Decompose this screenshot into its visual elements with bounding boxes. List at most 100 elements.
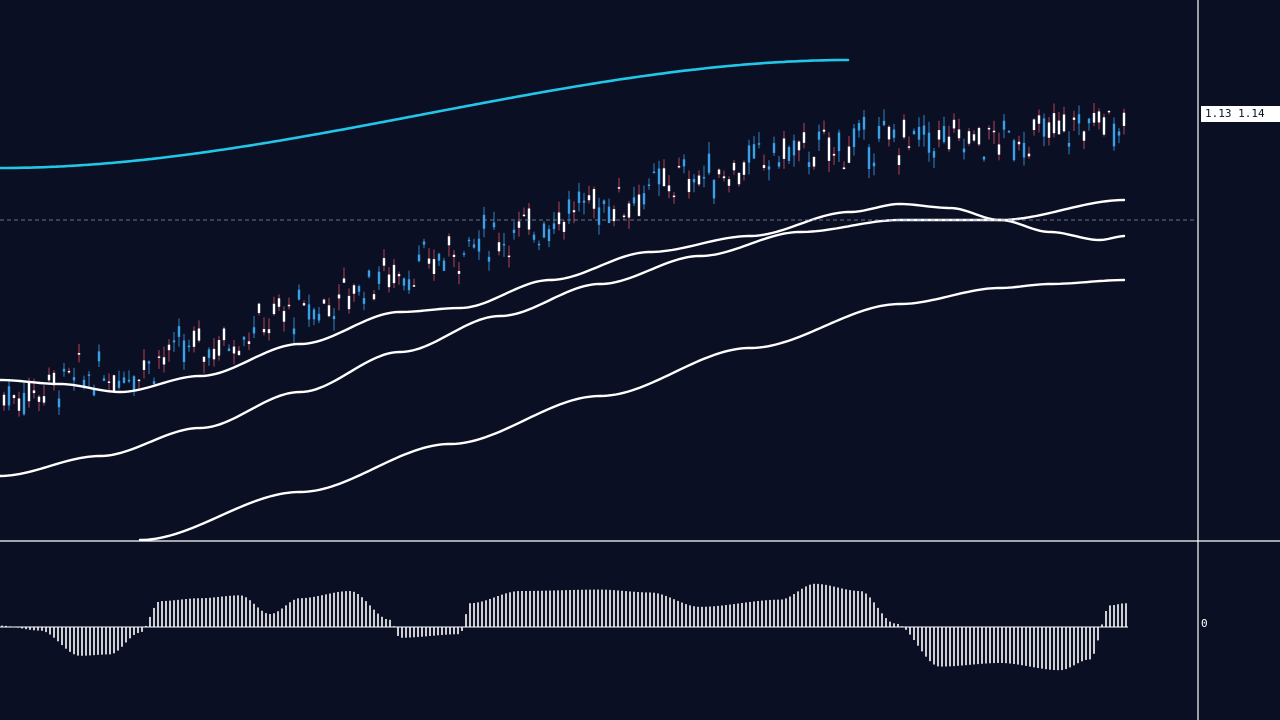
candle-body	[702, 176, 706, 179]
candle-body	[487, 256, 491, 262]
candle-body	[387, 274, 391, 288]
candle-body	[412, 285, 416, 287]
candle-body	[197, 328, 201, 341]
candle-body	[752, 144, 756, 159]
candle-body	[37, 396, 41, 402]
candle-body	[862, 116, 866, 130]
candle-body	[747, 145, 751, 163]
candle-body	[102, 378, 106, 381]
candle-body	[522, 214, 526, 217]
candle-body	[172, 340, 176, 343]
candle-body	[262, 328, 266, 333]
candle-body	[502, 243, 506, 246]
candle-body	[442, 260, 446, 271]
candle-body	[682, 159, 686, 167]
candle-body	[332, 316, 336, 320]
candle-body	[482, 214, 486, 229]
candle-body	[237, 350, 241, 356]
candle-body	[212, 348, 216, 360]
candle-body	[382, 258, 386, 266]
candle-body	[737, 172, 741, 185]
candle-body	[567, 199, 571, 214]
candle-body	[57, 398, 61, 408]
candle-body	[267, 329, 271, 334]
candle-body	[137, 379, 141, 382]
candle-body	[807, 162, 811, 167]
candle-body	[42, 396, 46, 403]
candle-body	[282, 311, 286, 322]
candle-body	[167, 344, 171, 351]
candle-body	[1027, 153, 1031, 157]
candle-body	[302, 303, 306, 306]
candle-body	[27, 382, 31, 402]
candle-body	[7, 386, 11, 406]
candle-body	[642, 193, 646, 205]
candle-body	[732, 162, 736, 171]
oscillator-zero-label: 0	[1201, 617, 1208, 630]
candle-body	[772, 143, 776, 153]
candle-body	[12, 395, 16, 399]
candle-body	[507, 255, 511, 258]
candle-body	[322, 299, 326, 304]
candle-body	[832, 153, 836, 156]
candle-body	[162, 357, 166, 365]
candle-body	[787, 146, 791, 161]
candle-body	[557, 212, 561, 225]
candle-body	[612, 209, 616, 222]
candle-body	[402, 278, 406, 286]
candle-body	[1062, 114, 1066, 132]
band-lower-line	[138, 278, 1126, 542]
candle-body	[352, 285, 356, 294]
candle-body	[637, 194, 641, 216]
candle-body	[982, 156, 986, 160]
candle-body	[477, 238, 481, 252]
candle-body	[132, 376, 136, 392]
candle-body	[912, 130, 916, 135]
candle-body	[722, 176, 726, 179]
candle-body	[422, 241, 426, 245]
candle-body	[62, 368, 66, 372]
candle-body	[472, 244, 476, 248]
band-upper-line	[0, 202, 1126, 394]
candle-body	[842, 167, 846, 170]
candle-body	[987, 127, 991, 130]
candle-body	[87, 374, 91, 376]
candle-body	[812, 156, 816, 167]
candle-body	[372, 294, 376, 300]
upper-trend-line	[0, 58, 850, 170]
candle-body	[562, 221, 566, 232]
candle-body	[907, 146, 911, 148]
candle-body	[872, 162, 876, 167]
candle-body	[952, 119, 956, 129]
candle-body	[672, 195, 676, 198]
candle-body	[1087, 118, 1091, 124]
candle-body	[977, 127, 981, 145]
candle-body	[1102, 117, 1106, 135]
candle-body	[587, 195, 591, 201]
candle-body	[67, 370, 71, 373]
candle-body	[257, 303, 261, 314]
candle-body	[312, 309, 316, 320]
candle-body	[1032, 119, 1036, 131]
candle-body	[652, 171, 656, 174]
indicator-lines	[0, 58, 1126, 542]
candle-body	[602, 200, 606, 204]
candle-body	[92, 389, 96, 396]
candle-body	[827, 137, 831, 161]
candle-body	[1097, 111, 1101, 123]
candle-body	[957, 129, 961, 139]
candle-body	[607, 206, 611, 224]
candle-body	[127, 379, 131, 382]
candle-body	[177, 326, 181, 337]
candle-body	[347, 295, 351, 310]
candle-body	[742, 162, 746, 175]
candle-body	[852, 128, 856, 147]
candle-body	[942, 126, 946, 143]
candle-body	[152, 381, 156, 385]
candle-body	[542, 223, 546, 238]
candle-body	[782, 138, 786, 159]
candle-body	[552, 223, 556, 230]
candle-body	[1022, 142, 1026, 158]
